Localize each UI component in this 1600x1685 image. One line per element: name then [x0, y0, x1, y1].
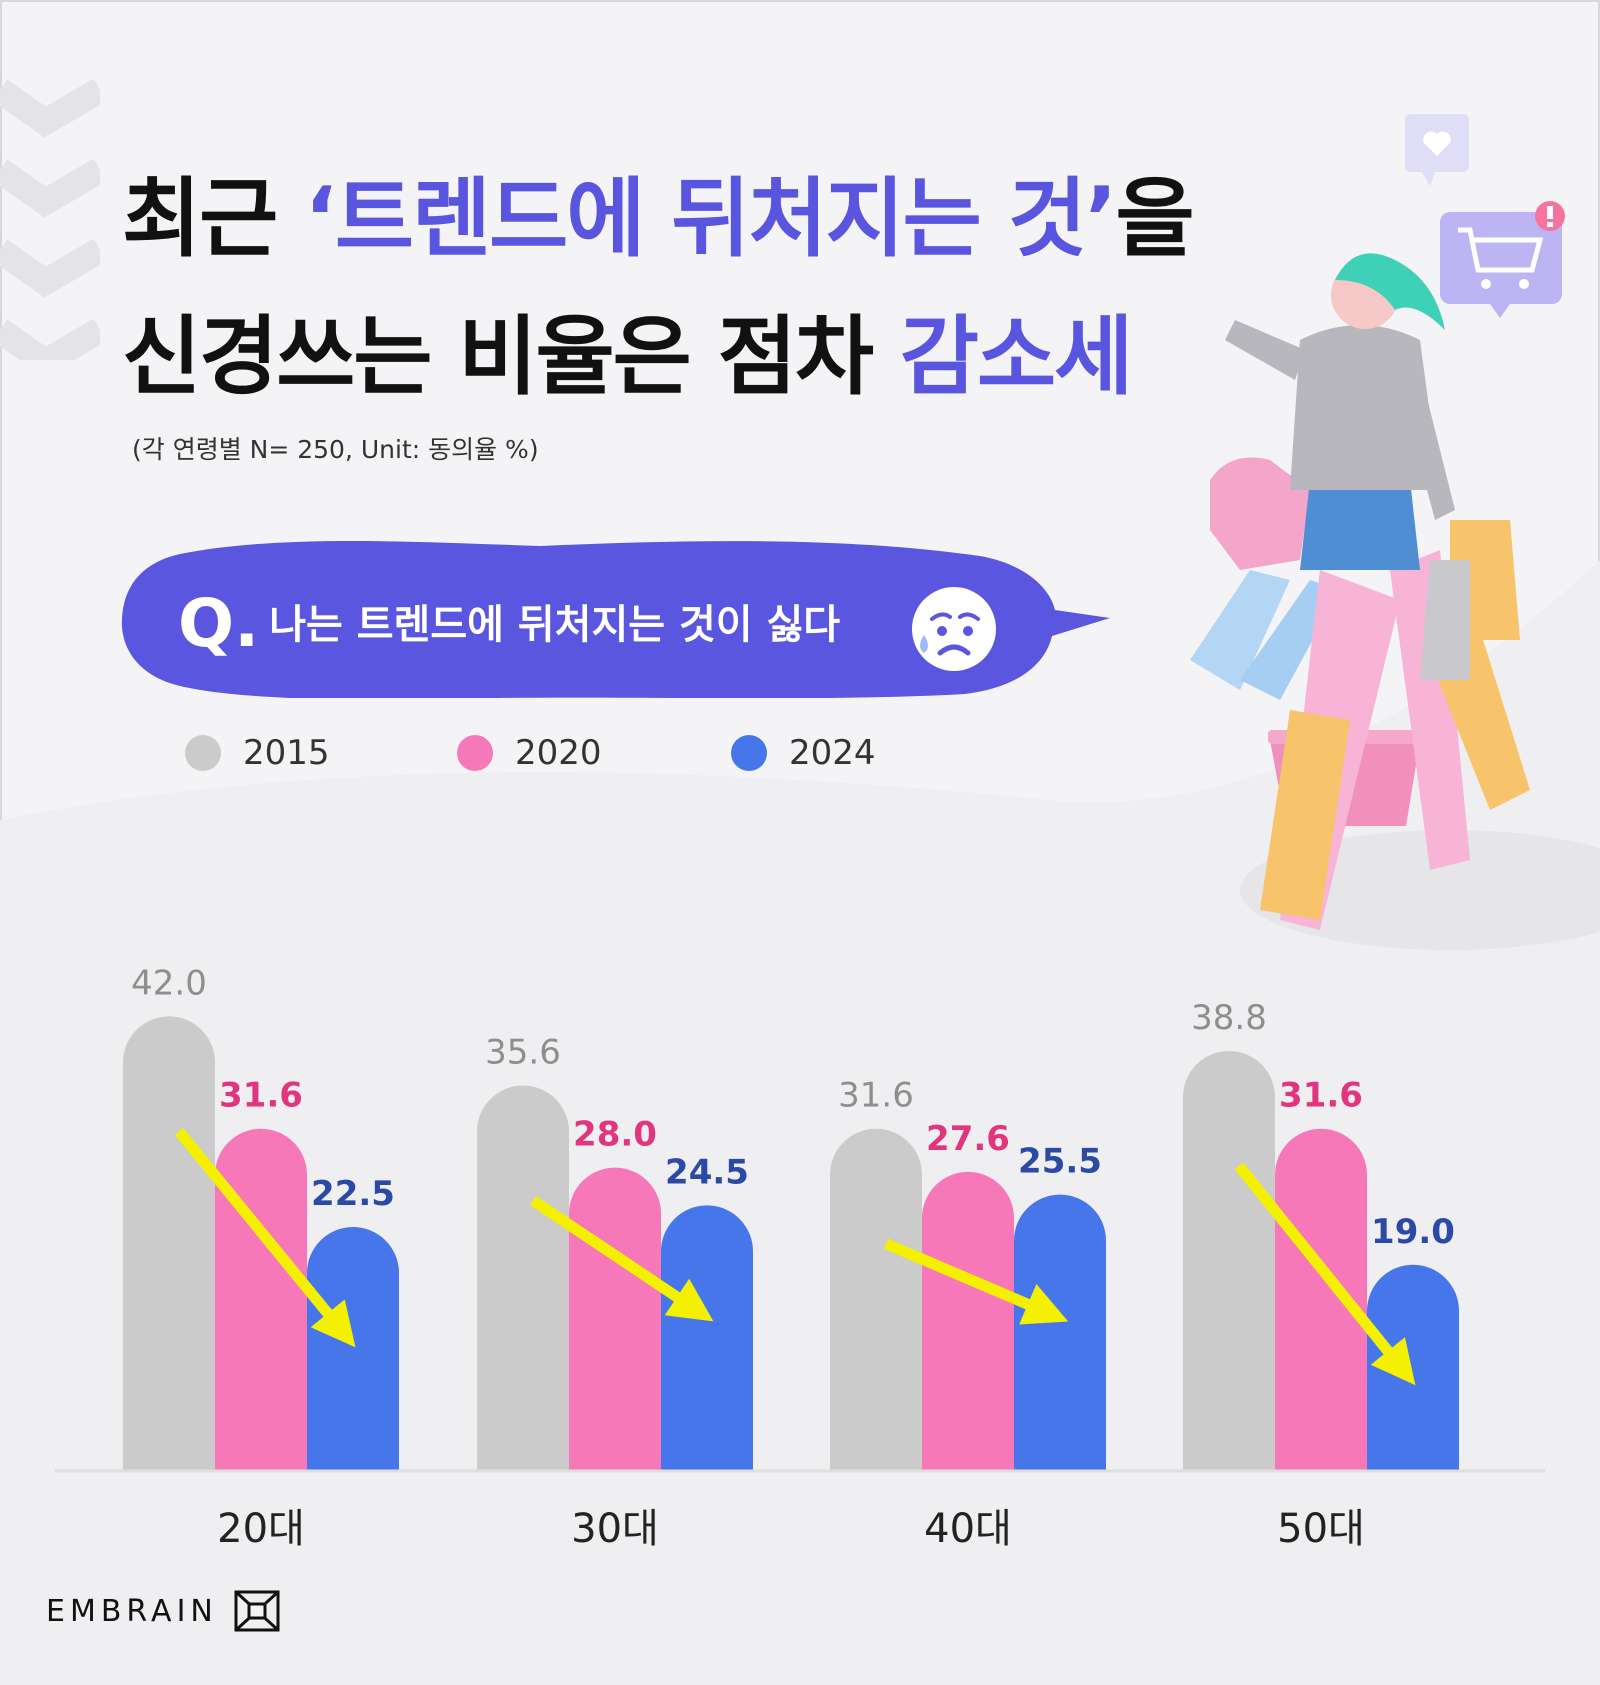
value-label-50대-2020: 31.6	[1279, 1076, 1363, 1116]
value-label-20대-2020: 31.6	[219, 1076, 303, 1116]
value-label-40대-2020: 27.6	[926, 1119, 1010, 1159]
legend-dot-2024	[731, 735, 767, 771]
bar-30대-2015	[477, 1085, 569, 1470]
brand-logo: EMBRAIN	[46, 1590, 280, 1632]
legend-label-2024: 2024	[789, 733, 876, 773]
legend-dot-2020	[457, 735, 493, 771]
heart-icon	[1405, 114, 1469, 186]
legend-item-2020: 2020	[457, 733, 602, 773]
question-label: 나는 트렌드에 뒤처지는 것이 싫다	[269, 602, 841, 648]
page-title: 최근 ‘트렌드에 뒤처지는 것’을 신경쓰는 비율은 점차 감소세	[122, 150, 1195, 426]
bar-30대-2020	[569, 1167, 661, 1470]
value-label-30대-2015: 35.6	[485, 1033, 561, 1073]
bar-40대-2020	[922, 1171, 1014, 1470]
bar-40대-2015	[830, 1128, 922, 1470]
title-line1-accent: ‘트렌드에 뒤처지는 것’	[304, 169, 1117, 269]
brand-logo-icon	[234, 1590, 280, 1632]
legend-item-2015: 2015	[185, 733, 330, 773]
title-line2-prefix: 신경쓰는 비율은 점차	[122, 307, 900, 407]
shopping-woman-illustration	[1190, 114, 1600, 950]
category-labels-layer: 20대 30대 40대 50대	[217, 1506, 1365, 1552]
question-text: Q. 나는 트렌드에 뒤처지는 것이 싫다	[178, 585, 840, 662]
category-label-40대: 40대	[924, 1506, 1012, 1552]
legend-item-2024: 2024	[731, 733, 876, 773]
legend-label-2015: 2015	[243, 733, 330, 773]
trend-arrow-30대	[529, 1195, 714, 1322]
bar-40대-2024	[1014, 1194, 1106, 1470]
value-label-50대-2024: 19.0	[1371, 1212, 1455, 1252]
brand-name: EMBRAIN	[46, 1593, 218, 1629]
sample-note: (각 연령별 N= 250, Unit: 동의율 %)	[132, 435, 539, 464]
value-label-40대-2015: 31.6	[838, 1076, 914, 1116]
value-label-20대-2015: 42.0	[131, 963, 207, 1003]
bar-30대-2024	[661, 1205, 753, 1470]
question-mark: Q.	[178, 585, 260, 662]
bar-50대-2015	[1183, 1050, 1275, 1470]
value-label-40대-2024: 25.5	[1018, 1142, 1102, 1182]
value-label-30대-2020: 28.0	[573, 1115, 657, 1155]
bars-layer	[123, 1016, 1459, 1470]
title-line1-suffix: 을	[1115, 169, 1195, 269]
bar-20대-2020	[215, 1128, 307, 1470]
alert-icon	[1535, 201, 1565, 231]
bar-50대-2020	[1275, 1128, 1367, 1470]
chevron-decoration	[0, 78, 100, 360]
bar-20대-2015	[123, 1016, 215, 1470]
chart-legend: 2015 2020 2024	[0, 733, 1000, 783]
question-bubble	[121, 541, 1110, 698]
worried-face-icon	[912, 587, 996, 671]
bar-50대-2024	[1367, 1264, 1459, 1470]
legend-dot-2015	[185, 735, 221, 771]
trend-arrow-50대	[1234, 1162, 1416, 1386]
value-label-50대-2015: 38.8	[1191, 998, 1267, 1038]
value-label-30대-2024: 24.5	[665, 1152, 749, 1192]
trend-arrow-40대	[883, 1238, 1069, 1325]
trend-arrows-layer	[174, 1127, 1416, 1386]
bar-chart: 42.0 31.6 22.5 35.6 28.024.5 31.6 27.625.5 38.8…	[55, 963, 1545, 1552]
title-line2-accent: 감소세	[899, 307, 1133, 407]
legend-label-2020: 2020	[515, 733, 602, 773]
category-label-30대: 30대	[571, 1506, 659, 1552]
value-labels-layer: 42.0 31.6 22.5 35.6 28.024.5 31.6 27.625.5 38.8…	[131, 963, 1455, 1251]
trend-arrow-20대	[174, 1127, 356, 1348]
bar-20대-2024	[307, 1227, 399, 1470]
shopping-cart-icon	[1440, 212, 1562, 318]
value-label-20대-2024: 22.5	[311, 1174, 395, 1214]
category-label-20대: 20대	[217, 1506, 305, 1552]
category-label-50대: 50대	[1277, 1506, 1365, 1552]
title-line1-prefix: 최근	[122, 169, 305, 269]
